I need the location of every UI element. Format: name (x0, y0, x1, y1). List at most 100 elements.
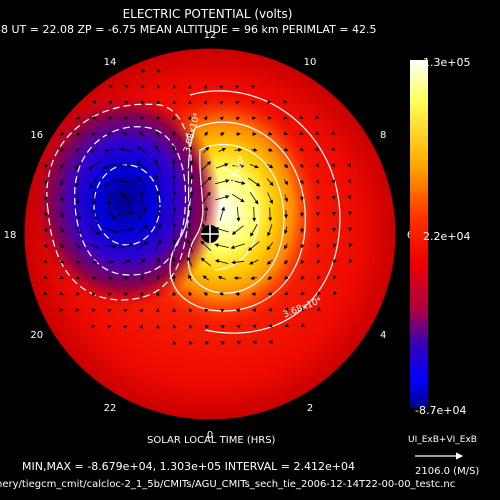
flow-vector (140, 84, 145, 89)
flow-vector (136, 240, 148, 251)
local-time-labels: 1210864202220181614 (4, 30, 414, 441)
flow-vector (74, 162, 82, 170)
flow-vector (188, 274, 192, 281)
clock-label-16: 16 (30, 130, 43, 141)
flow-vector (155, 274, 160, 281)
colorbar-mid-label: 2.2e+04 (423, 230, 471, 243)
flow-vector (60, 227, 64, 234)
flow-vector (251, 147, 258, 152)
flow-vector (120, 193, 131, 203)
flow-vector (44, 163, 49, 169)
flow-vector (136, 224, 148, 235)
chart-title: ELECTRIC POTENTIAL (volts) (122, 7, 293, 21)
flow-vector (314, 131, 320, 135)
clock-label-10: 10 (304, 57, 317, 68)
flow-vector (215, 195, 230, 201)
flow-vector (315, 147, 320, 152)
flow-vector (249, 259, 259, 265)
flow-vector (135, 161, 148, 171)
flow-vector (215, 179, 230, 185)
flow-vector (136, 146, 147, 154)
flow-vector (119, 211, 134, 216)
flow-vector (140, 100, 145, 105)
reference-vector-label: 2106.0 (M/S) (415, 466, 480, 477)
flow-vector (268, 207, 273, 222)
flow-vector (200, 176, 212, 188)
flow-vector (235, 132, 241, 137)
flow-vector (219, 206, 226, 221)
flow-vector (60, 163, 64, 170)
velocity-vectors (43, 68, 353, 346)
flow-vector (220, 325, 225, 329)
flow-vector (75, 243, 82, 249)
flow-vector (60, 178, 64, 186)
flow-vector (91, 190, 96, 206)
flow-vector (172, 115, 177, 120)
clock-label-2: 2 (307, 403, 313, 414)
flow-vector (331, 179, 336, 184)
flow-vector (203, 100, 207, 105)
flow-vector (124, 85, 129, 89)
flow-vector (316, 290, 322, 296)
flow-vector (156, 115, 161, 121)
flow-vector (107, 292, 113, 297)
flow-vector (219, 132, 225, 137)
flow-vector (43, 228, 48, 233)
flow-vector (284, 243, 288, 250)
flow-vector (187, 222, 192, 237)
flow-vector (188, 308, 193, 313)
flow-vector (75, 259, 81, 264)
flow-vector (43, 259, 48, 264)
flow-vector (187, 159, 193, 172)
flow-vector (89, 147, 98, 153)
flow-vector (89, 175, 99, 189)
flow-vector (59, 243, 65, 249)
flow-vector (283, 163, 289, 169)
flow-vector (315, 195, 320, 201)
flow-vector (122, 324, 128, 330)
flow-vector (299, 195, 304, 201)
flow-vector (107, 309, 112, 313)
flow-vector (220, 341, 226, 346)
flow-vector (267, 291, 273, 296)
flow-vector (140, 68, 146, 74)
flow-vector (171, 158, 176, 173)
flow-vector (218, 84, 224, 90)
flow-vector (235, 308, 241, 313)
flow-vector (231, 179, 246, 185)
flow-vector (74, 226, 82, 235)
flow-vector (123, 100, 129, 105)
flow-vector (186, 238, 193, 253)
flow-vector (235, 101, 240, 105)
flow-vector (202, 275, 210, 281)
flow-vector (249, 164, 259, 169)
flow-vector (268, 307, 273, 312)
flow-vector (232, 164, 245, 169)
flow-vector (103, 177, 116, 187)
flow-vector (203, 115, 208, 121)
flow-vector (91, 260, 98, 264)
flow-vector (266, 242, 274, 251)
flow-vector (219, 100, 224, 105)
flow-vector (172, 174, 177, 190)
flow-vector (59, 147, 65, 153)
flow-vector (88, 161, 100, 171)
flow-vector (250, 223, 258, 237)
flow-vector (137, 175, 147, 188)
flow-vector (118, 179, 133, 184)
flow-vector (332, 243, 337, 248)
flow-vector (91, 115, 96, 120)
flow-vector (204, 206, 209, 222)
colorbar-min-label: -8.7e+04 (415, 404, 467, 417)
flow-vector (333, 274, 337, 280)
flow-vector (248, 177, 261, 187)
flow-vector (139, 291, 144, 297)
flow-vector (60, 210, 64, 219)
flow-vector (250, 276, 258, 280)
flow-vector (231, 260, 244, 265)
flow-vector (123, 292, 129, 297)
flow-vector (119, 147, 132, 152)
flow-vector (155, 130, 160, 137)
flow-vector (215, 163, 229, 169)
flow-vector (231, 193, 245, 203)
